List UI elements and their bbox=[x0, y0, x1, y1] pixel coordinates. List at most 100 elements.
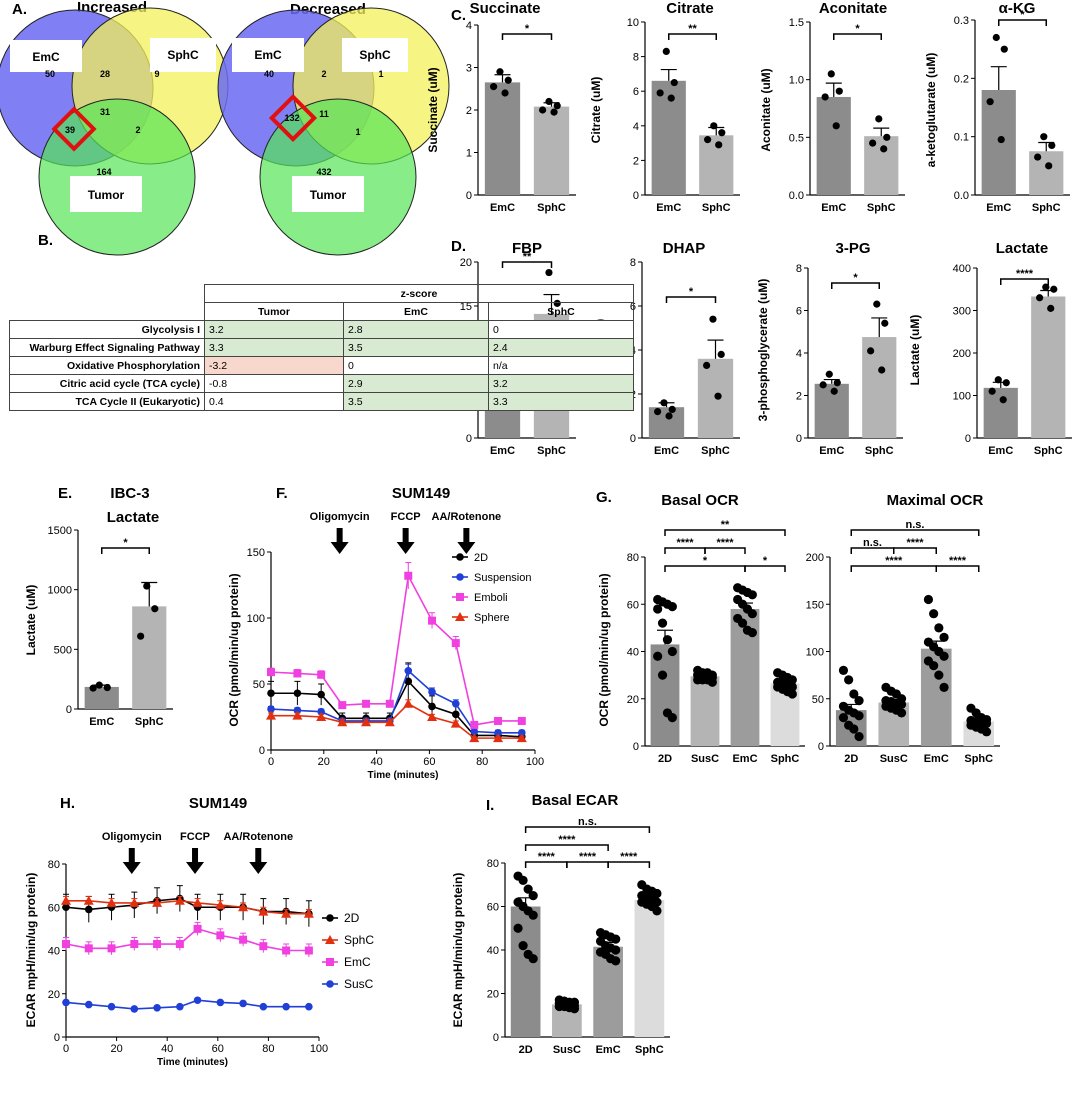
legend-label: 2D bbox=[344, 911, 360, 925]
series-marker bbox=[259, 942, 268, 951]
data-point bbox=[504, 76, 512, 84]
significance-label: **** bbox=[676, 537, 694, 549]
x-tick-label: 60 bbox=[212, 1043, 224, 1055]
data-point bbox=[838, 713, 849, 723]
bar bbox=[862, 337, 897, 438]
arrow-icon bbox=[457, 528, 476, 554]
series-marker bbox=[193, 996, 202, 1005]
significance-label: **** bbox=[906, 537, 924, 549]
arrow-icon bbox=[186, 848, 205, 874]
series-marker bbox=[362, 699, 371, 708]
row-label: Glycolysis I bbox=[9, 320, 205, 339]
data-point bbox=[988, 387, 996, 395]
significance-label: n.s. bbox=[578, 816, 597, 828]
significance-label: **** bbox=[716, 537, 734, 549]
data-point bbox=[939, 682, 949, 693]
y-tick-label: 0 bbox=[66, 704, 72, 716]
significance-label: **** bbox=[620, 851, 638, 863]
data-point bbox=[929, 661, 939, 671]
category-label: SphC bbox=[964, 753, 993, 765]
significance-label: ** bbox=[721, 519, 730, 531]
venn-count: 1 bbox=[355, 127, 360, 137]
data-point bbox=[707, 677, 717, 687]
data-point bbox=[501, 89, 509, 97]
category-label: EmC bbox=[490, 202, 515, 214]
series-marker bbox=[107, 944, 116, 953]
data-point bbox=[710, 122, 718, 130]
y-tick-label: 40 bbox=[487, 945, 499, 957]
table-row: Citric acid cycle (TCA cycle) -0.8 2.9 3… bbox=[9, 374, 634, 393]
y-tick-label: 1.5 bbox=[789, 17, 804, 29]
series-line bbox=[65, 927, 309, 952]
series-marker bbox=[404, 677, 413, 686]
significance-bracket bbox=[893, 547, 937, 554]
data-point bbox=[854, 711, 864, 721]
data-point bbox=[737, 618, 748, 628]
data-point bbox=[709, 315, 717, 323]
x-tick-label: 40 bbox=[370, 756, 382, 768]
table-row: TCA Cycle II (Eukaryotic) 0.4 3.5 3.3 bbox=[9, 392, 634, 411]
y-tick-label: 6 bbox=[796, 306, 802, 318]
venn-count: 40 bbox=[264, 69, 274, 79]
venn-increased: Increased EmC SphC Tumor 50 28 9 31 39 2… bbox=[0, 0, 229, 256]
row-label: Citric acid cycle (TCA cycle) bbox=[9, 374, 205, 393]
data-point bbox=[667, 646, 677, 657]
injection-label: AA/Rotenone bbox=[432, 511, 502, 523]
series-marker bbox=[61, 895, 71, 905]
category-label: 2D bbox=[844, 753, 858, 765]
series-marker bbox=[267, 705, 275, 713]
category-label: SusC bbox=[691, 753, 719, 765]
y-tick-label: 60 bbox=[48, 902, 60, 914]
column-header: Tumor bbox=[204, 302, 344, 321]
series-marker bbox=[450, 718, 461, 728]
category-label: EmC bbox=[924, 753, 949, 765]
table-cell: 3.2 bbox=[204, 320, 344, 339]
series-marker bbox=[129, 897, 140, 907]
y-axis-label: ECAR mpH/min/ug protein) bbox=[451, 873, 465, 1028]
legend-label: EmC bbox=[344, 955, 371, 969]
data-point bbox=[1042, 283, 1050, 291]
y-tick-label: 0 bbox=[466, 190, 472, 202]
table-cell: -3.2 bbox=[204, 356, 344, 375]
y-tick-label: 2 bbox=[796, 391, 802, 403]
data-point bbox=[490, 83, 498, 91]
series-marker bbox=[338, 701, 347, 710]
zscore-table: z-score Tumor EmC SphC Glycolysis I 3.2 … bbox=[9, 284, 634, 411]
series-marker bbox=[337, 717, 348, 727]
data-point bbox=[670, 78, 678, 87]
significance-bracket bbox=[744, 565, 786, 572]
venn-count: 50 bbox=[45, 69, 55, 79]
bar bbox=[484, 82, 521, 195]
data-point bbox=[844, 675, 854, 685]
y-tick-label: 4 bbox=[633, 121, 639, 133]
venn-decreased: Decreased EmC SphC Tumor 40 2 1 11 132 1… bbox=[217, 1, 450, 256]
data-point bbox=[1047, 304, 1055, 312]
y-tick-label: 100 bbox=[953, 391, 971, 403]
y-tick-label: 50 bbox=[253, 679, 265, 691]
series-marker bbox=[258, 906, 269, 916]
significance-bracket bbox=[998, 19, 1047, 26]
data-point bbox=[611, 945, 621, 955]
significance-label: * bbox=[763, 555, 768, 567]
series-marker bbox=[239, 999, 247, 1008]
data-point bbox=[657, 670, 668, 680]
x-tick-label: 40 bbox=[161, 1043, 173, 1055]
bar bbox=[84, 686, 119, 709]
chart-title: Maximal OCR bbox=[887, 492, 984, 509]
series-marker bbox=[428, 616, 437, 625]
series-marker bbox=[385, 699, 394, 708]
table-cell: 3.5 bbox=[343, 392, 489, 411]
x-tick-label: 100 bbox=[310, 1043, 328, 1055]
data-point bbox=[654, 408, 662, 416]
y-tick-label: 0 bbox=[796, 433, 802, 445]
series-marker bbox=[326, 914, 334, 922]
arrow-icon bbox=[249, 848, 268, 874]
data-point bbox=[143, 582, 151, 590]
table-cell: 0.4 bbox=[204, 392, 344, 411]
row-label: Warburg Effect Signaling Pathway bbox=[9, 338, 205, 357]
chart-title: α-KG bbox=[999, 0, 1036, 17]
series-marker bbox=[293, 669, 302, 678]
y-tick-label: 20 bbox=[48, 989, 60, 1001]
y-tick-label: 6 bbox=[633, 86, 639, 98]
venn-set-label: EmC bbox=[254, 48, 282, 62]
